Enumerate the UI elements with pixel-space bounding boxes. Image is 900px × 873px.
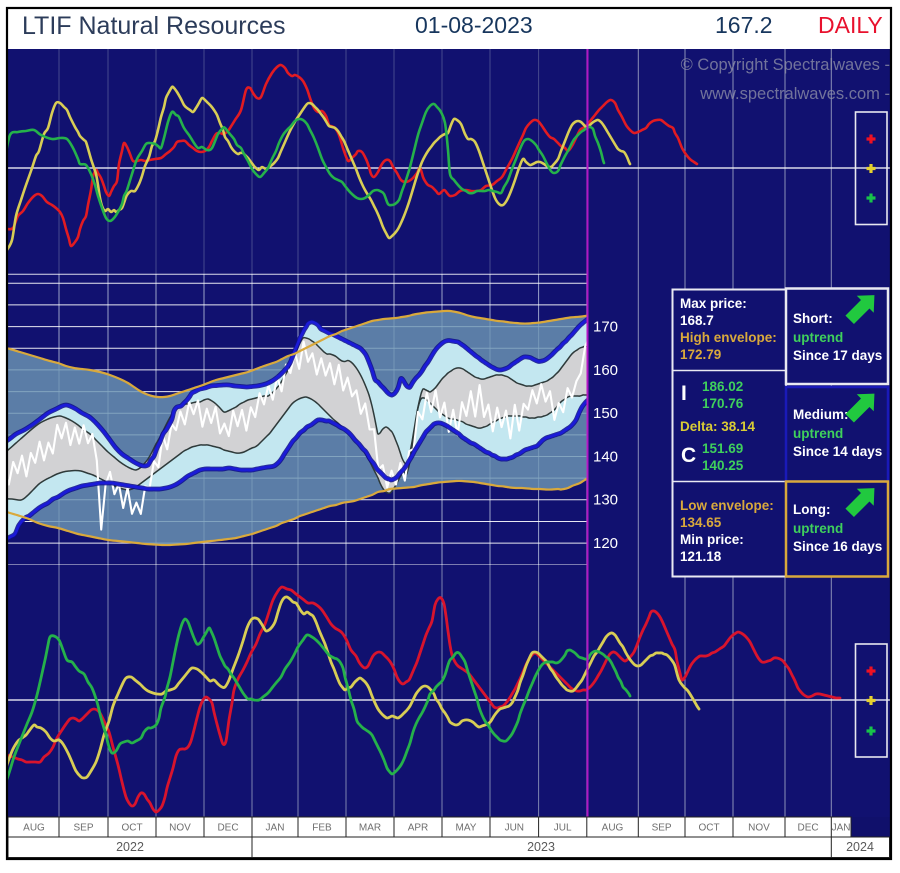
- svg-text:134.65: 134.65: [680, 515, 722, 530]
- svg-text:I: I: [681, 382, 687, 405]
- svg-text:Max price:: Max price:: [680, 296, 747, 311]
- svg-text:FEB: FEB: [312, 823, 332, 834]
- svg-text:NOV: NOV: [169, 823, 191, 834]
- svg-text:2022: 2022: [116, 840, 144, 854]
- svg-text:MAY: MAY: [456, 823, 477, 834]
- svg-text:www.spectralwaves.com -: www.spectralwaves.com -: [699, 85, 890, 103]
- svg-text:120: 120: [593, 535, 618, 552]
- svg-text:160: 160: [593, 362, 618, 379]
- svg-text:LTIF Natural Resources: LTIF Natural Resources: [22, 12, 286, 40]
- svg-text:© Copyright Spectralwaves -: © Copyright Spectralwaves -: [681, 56, 890, 74]
- svg-text:Since 17 days: Since 17 days: [793, 348, 882, 363]
- svg-text:140.25: 140.25: [702, 458, 744, 473]
- svg-text:130: 130: [593, 492, 618, 509]
- svg-text:OCT: OCT: [121, 823, 142, 834]
- svg-text:Medium:: Medium:: [793, 407, 849, 422]
- svg-text:High envelope:: High envelope:: [680, 330, 777, 345]
- svg-text:uptrend: uptrend: [793, 330, 843, 345]
- svg-text:Since 16 days: Since 16 days: [793, 539, 882, 554]
- svg-text:uptrend: uptrend: [793, 426, 843, 441]
- svg-text:Low envelope:: Low envelope:: [680, 498, 774, 513]
- svg-text:Since 14 days: Since 14 days: [793, 444, 882, 459]
- svg-text:121.18: 121.18: [680, 549, 722, 564]
- svg-text:JAN: JAN: [266, 823, 285, 834]
- svg-text:MAR: MAR: [359, 823, 381, 834]
- svg-text:186.02: 186.02: [702, 379, 743, 394]
- svg-text:140: 140: [593, 448, 618, 465]
- svg-text:NOV: NOV: [748, 823, 770, 834]
- svg-text:SEP: SEP: [73, 823, 93, 834]
- svg-text:01-08-2023: 01-08-2023: [415, 12, 533, 38]
- svg-text:AUG: AUG: [602, 823, 624, 834]
- svg-text:JUN: JUN: [505, 823, 524, 834]
- svg-text:167.2: 167.2: [715, 12, 773, 38]
- svg-text:APR: APR: [408, 823, 429, 834]
- svg-text:SEP: SEP: [652, 823, 672, 834]
- svg-text:C: C: [681, 444, 696, 467]
- svg-text:2024: 2024: [846, 840, 874, 854]
- svg-text:JAN: JAN: [832, 823, 851, 834]
- svg-text:Short:: Short:: [793, 311, 833, 326]
- svg-text:168.7: 168.7: [680, 313, 714, 328]
- svg-text:Min price:: Min price:: [680, 532, 744, 547]
- svg-text:Long:: Long:: [793, 502, 830, 517]
- svg-text:Delta: 38.14: Delta: 38.14: [680, 419, 756, 434]
- svg-text:150: 150: [593, 405, 618, 422]
- svg-text:170.76: 170.76: [702, 396, 744, 411]
- svg-text:151.69: 151.69: [702, 441, 743, 456]
- svg-text:JUL: JUL: [554, 823, 572, 834]
- svg-text:uptrend: uptrend: [793, 521, 843, 536]
- svg-text:170: 170: [593, 319, 618, 336]
- svg-text:DEC: DEC: [217, 823, 238, 834]
- svg-text:172.79: 172.79: [680, 347, 721, 362]
- svg-text:OCT: OCT: [698, 823, 719, 834]
- svg-text:AUG: AUG: [23, 823, 45, 834]
- svg-text:DEC: DEC: [798, 823, 819, 834]
- svg-text:DAILY: DAILY: [818, 12, 883, 38]
- svg-text:2023: 2023: [527, 840, 555, 854]
